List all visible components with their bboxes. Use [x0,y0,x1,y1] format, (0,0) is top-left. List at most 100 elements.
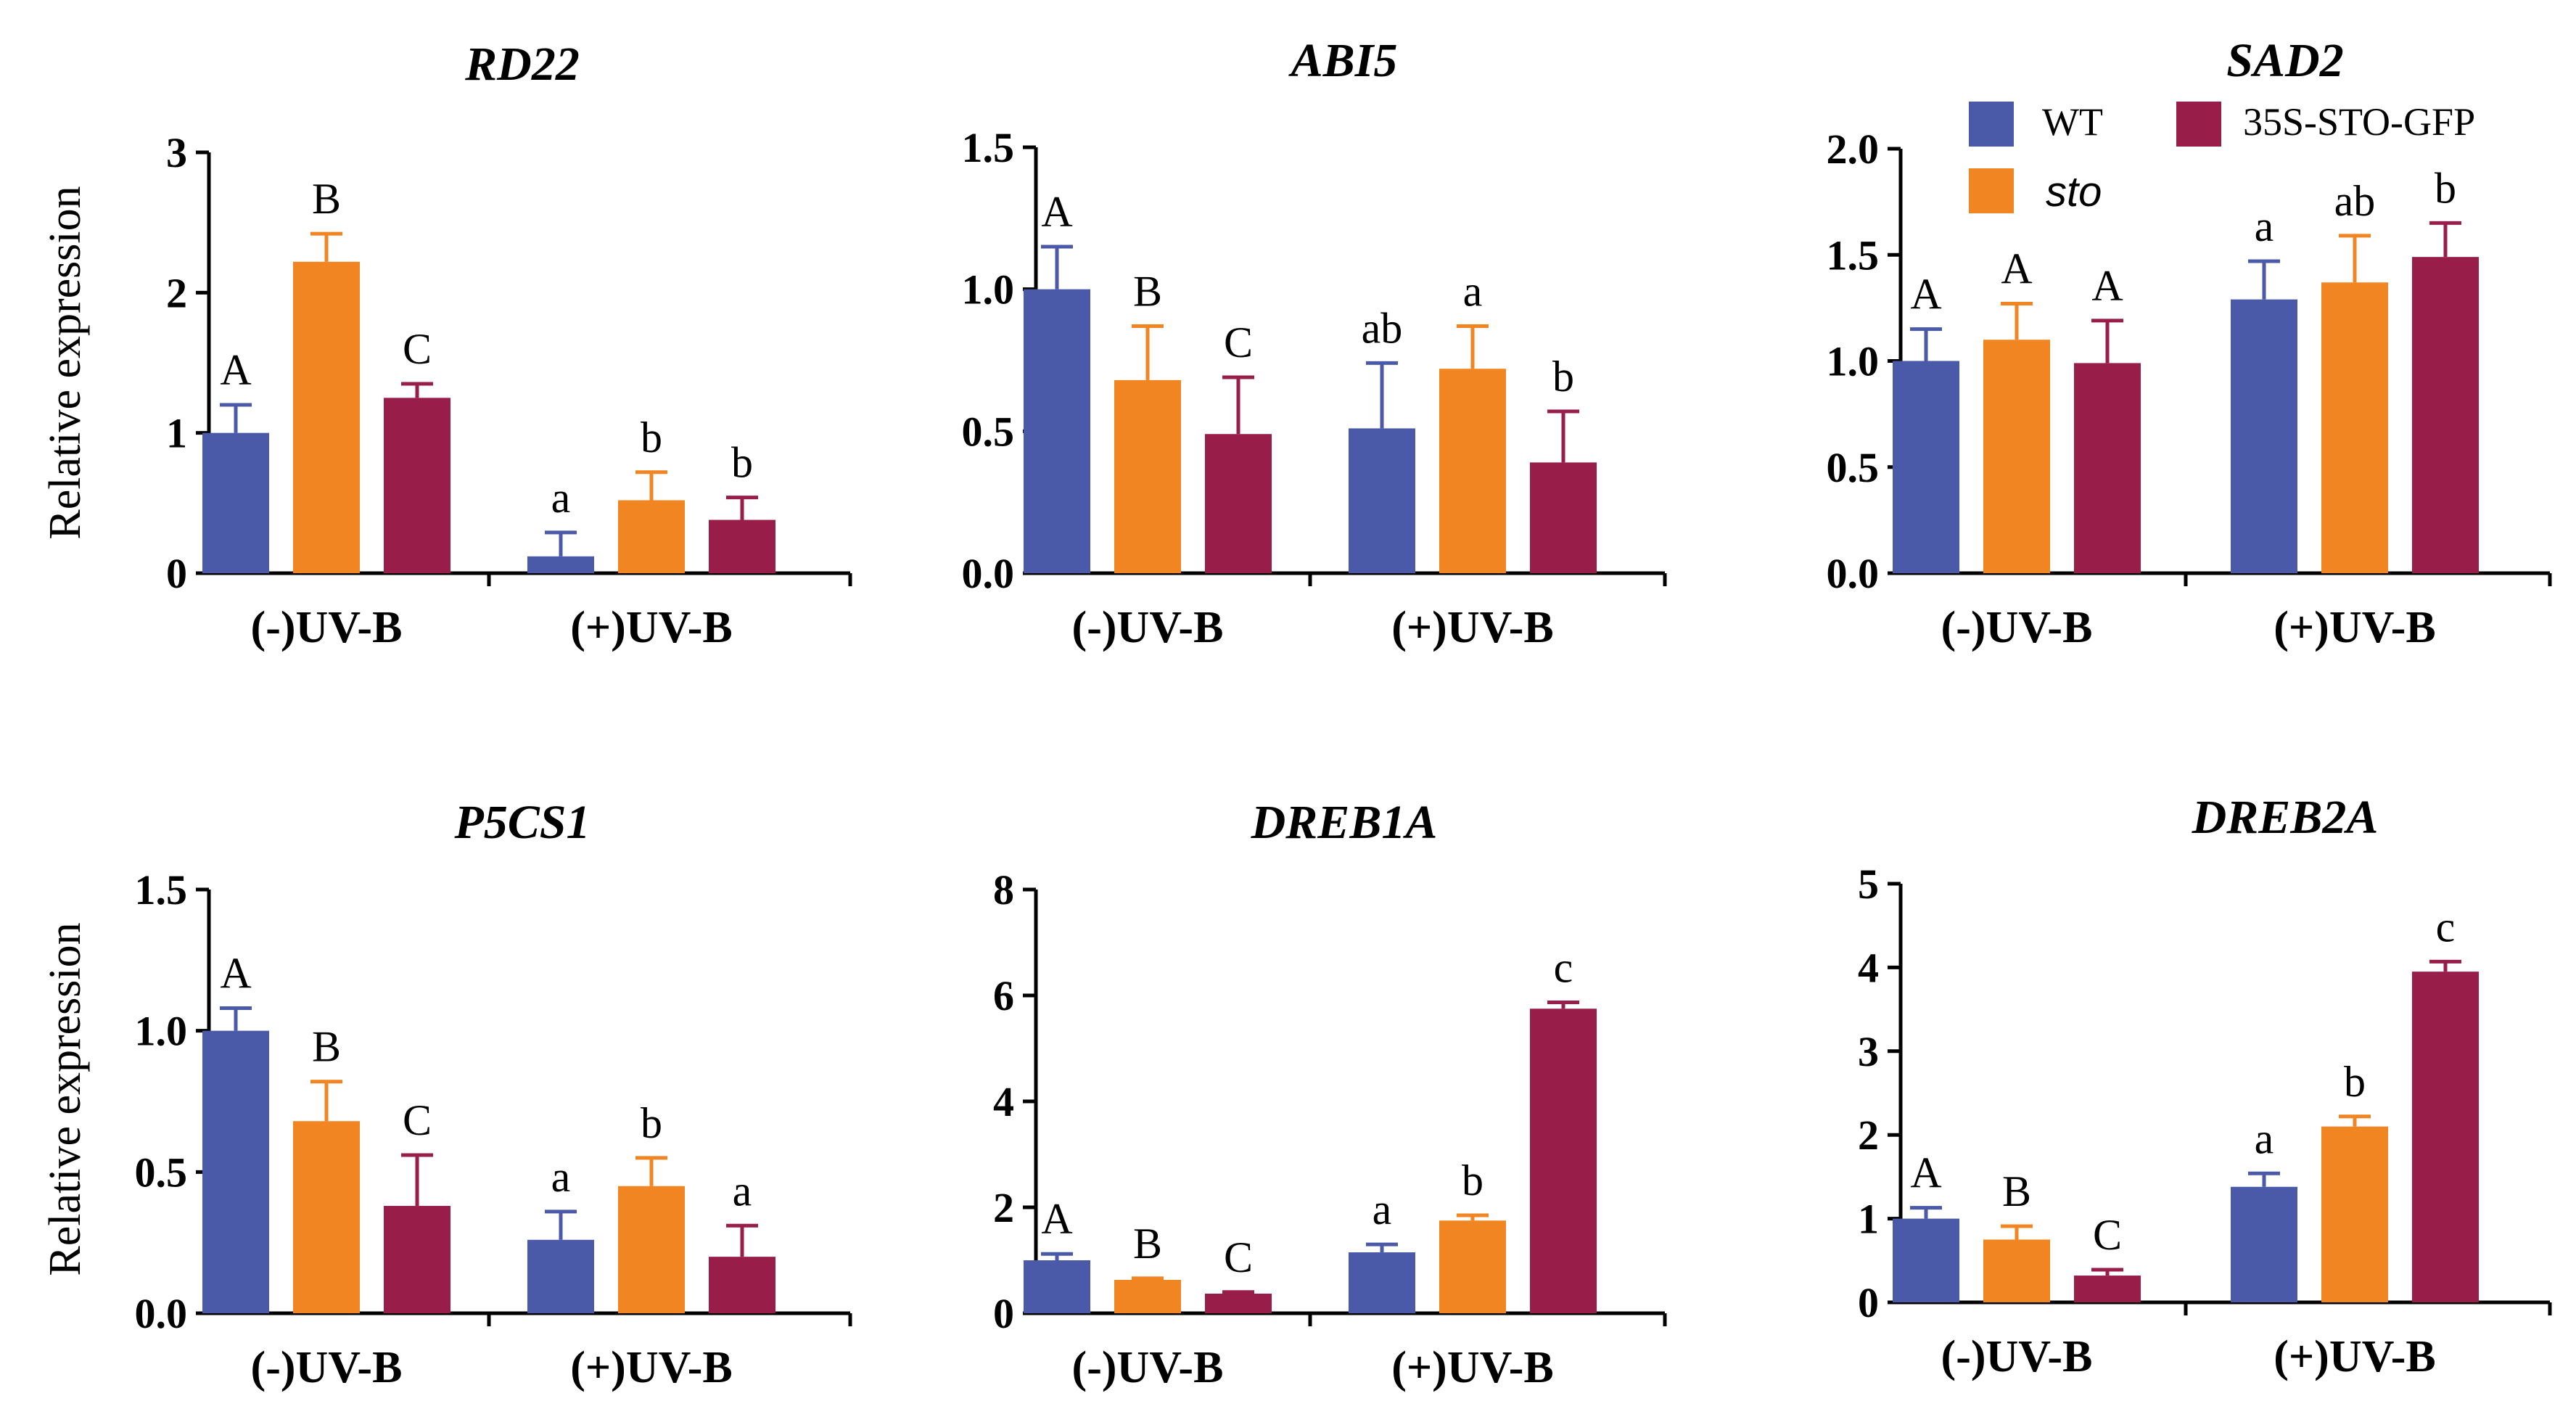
bar [2231,1186,2297,1302]
data-label: a [2255,202,2274,250]
data-label: b [731,439,753,487]
x-tick-label: (-)UV-B [1941,603,2093,652]
y-tick-label: 1.0 [962,266,1015,313]
chart-panel-5: DREB2A 0 1 2 3 4 5 (-)UV-B (+)UV-B Aa Bb Cc [1858,791,2552,1381]
bar [527,1239,594,1313]
data-label: A [1910,1149,1941,1197]
data-label: A [2001,245,2032,293]
x-tick-label: (-)UV-B [1941,1332,2093,1381]
y-tick-label: 3 [1858,1028,1879,1075]
legend-label-sto: sto [2046,168,2102,215]
x-tick-label: (-)UV-B [1072,603,1224,652]
bar [1439,1220,1506,1313]
y-tick-label: 1 [1858,1196,1879,1243]
y-tick-label: 6 [993,972,1014,1019]
data-label: c [2436,903,2456,950]
bar [293,261,360,573]
chart-title: ABI5 [1288,34,1398,87]
chart-panel-4: DREB1A 0 2 4 6 8 (-)UV-B (+)UV-B A a Bb Cc [993,796,1667,1392]
data-label: b [641,1099,662,1147]
data-label: A [220,950,251,998]
chart-panel-2: SAD2 0.0 0.5 1.0 1.5 2.0 (-)UV-B (+)UV-B Aa Aab Ab [1827,34,2552,652]
data-label: C [403,1096,432,1144]
y-tick-label: 2 [1858,1112,1879,1159]
bar [293,1121,360,1313]
data-label: C [1224,319,1253,366]
x-tick-label: (-)UV-B [251,1343,403,1392]
y-tick-label: 2 [166,269,187,316]
y-tick-label: 4 [993,1078,1014,1125]
x-tick-label: (-)UV-B [251,603,403,652]
bar [2321,1126,2388,1302]
bar [618,1186,685,1313]
chart-title: SAD2 [2226,34,2343,87]
y-tick-label: 2 [993,1184,1014,1231]
y-tick-label: 0 [993,1290,1014,1337]
data-label: b [2344,1058,2366,1106]
y-tick-label: 0.0 [135,1290,188,1337]
bar [1114,379,1181,573]
y-tick-label: 0.0 [1827,550,1880,597]
data-label: A [220,346,251,394]
bar [1439,369,1506,573]
bar [2412,972,2479,1302]
bar [1024,289,1090,573]
y-axis-label: Relative expression [41,186,90,539]
y-tick-label: 1.5 [1827,231,1880,279]
data-label: ab [2334,177,2376,225]
x-tick-label: (+)UV-B [570,1343,733,1392]
bar [1530,1009,1597,1313]
data-label: B [1133,268,1162,316]
data-label: b [641,414,662,461]
x-tick-label: (+)UV-B [2273,1332,2436,1381]
legend-swatch-sto [1969,168,2014,213]
x-tick-label: (+)UV-B [570,603,733,652]
bar [527,556,594,573]
y-tick-label: 0.5 [1827,444,1880,491]
data-label: A [1041,188,1072,236]
chart-panel-1: ABI5 0.0 0.5 1.0 1.5 (-)UV-B (+)UV-B Aab B a Cb [962,34,1667,652]
bar [1983,340,2050,573]
bar [709,1257,775,1313]
bar [384,1206,450,1313]
bar [1024,1260,1090,1313]
data-label: B [312,1023,341,1071]
x-tick-label: (-)UV-B [1072,1343,1224,1392]
y-tick-label: 2.0 [1827,126,1880,173]
y-tick-label: 0.5 [962,408,1015,455]
data-label: a [2255,1114,2274,1162]
x-tick-label: (+)UV-B [1391,1343,1554,1392]
bar [384,398,450,573]
chart-title: DREB1A [1251,796,1438,849]
legend-label-wt: WT [2042,100,2103,144]
y-tick-label: 1 [166,410,187,457]
y-axis-label: Relative expression [41,922,90,1276]
data-label: a [1463,268,1483,316]
y-tick-label: 4 [1858,944,1879,991]
chart-title: DREB2A [2192,791,2379,844]
chart-panel-0: RD22 Relative expression 0 1 2 3 (-)UV-B (+)UV-… [41,38,852,652]
bar [618,500,685,573]
bar [202,1030,269,1313]
x-tick-label: (+)UV-B [1391,603,1554,652]
data-label: b [1462,1157,1484,1204]
bar [2412,257,2479,573]
y-tick-label: 0.5 [135,1149,188,1196]
legend-swatch-wt [1969,102,2014,147]
data-label: ab [1362,304,1403,352]
bar [1205,434,1272,573]
y-tick-label: 5 [1858,861,1879,908]
bar [2074,363,2141,573]
data-label: B [2002,1167,2031,1215]
bar [709,519,775,573]
bar [202,432,269,573]
data-label: A [1910,271,1941,319]
data-label: a [733,1167,752,1215]
data-label: C [403,325,432,373]
y-tick-label: 8 [993,866,1014,913]
bar [1349,1252,1415,1313]
y-tick-label: 1.5 [962,124,1015,171]
chart-panel-3: P5CS1 Relative expression 0.0 0.5 1.0 1.5 (-)U… [41,796,852,1392]
legend-swatch-35s-sto-gfp [2176,102,2221,147]
